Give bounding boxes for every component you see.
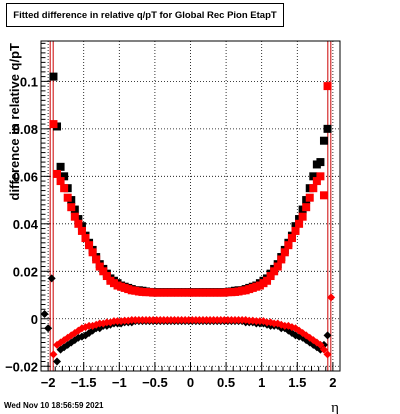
x-tick-label: 0: [187, 375, 194, 390]
data-point-square: [280, 248, 289, 257]
data-point-square: [99, 267, 108, 276]
data-point-diamond: [44, 324, 53, 333]
data-point-square: [49, 120, 58, 129]
x-tick-label: 2: [329, 375, 336, 390]
data-point-square: [323, 124, 332, 133]
data-point-square: [49, 72, 58, 81]
x-tick-label: 1.5: [288, 375, 306, 390]
data-point-diamond: [323, 350, 332, 359]
data-point-diamond: [49, 350, 58, 359]
data-point-square: [74, 219, 83, 228]
y-tick-label: 0.06: [13, 169, 38, 184]
data-point-square: [102, 272, 111, 281]
data-point-square: [63, 193, 72, 202]
data-point-square: [266, 272, 275, 281]
data-point-square: [287, 234, 296, 243]
data-point-square: [309, 184, 318, 193]
data-point-square: [305, 193, 314, 202]
data-point-square: [316, 158, 325, 167]
data-point-diamond: [47, 274, 56, 283]
data-point-square: [53, 169, 62, 178]
timestamp: Wed Nov 10 18:56:59 2021: [4, 401, 104, 410]
data-point-square: [291, 226, 300, 235]
x-tick-label: −2: [41, 375, 56, 390]
x-tick-label: 0.5: [217, 375, 235, 390]
data-point-diamond: [53, 357, 62, 366]
data-point-diamond: [327, 293, 336, 302]
data-point-square: [95, 262, 104, 271]
data-point-square: [298, 212, 307, 221]
data-point-square: [302, 203, 311, 212]
data-point-square: [70, 212, 79, 221]
data-point-square: [263, 276, 272, 285]
y-axis-label: difference in relative q/pT: [7, 43, 22, 201]
data-point-square: [323, 82, 332, 91]
data-point-square: [92, 255, 101, 264]
data-point-square: [277, 255, 286, 264]
data-point-square: [85, 241, 94, 250]
vertical-marker-lines: [49, 41, 332, 371]
x-tick-label: −0.5: [142, 375, 168, 390]
y-tick-label: −0.02: [5, 359, 38, 374]
data-point-square: [88, 248, 97, 257]
data-point-square: [295, 219, 304, 228]
data-point-diamond: [316, 340, 325, 349]
data-point-diamond: [319, 345, 328, 354]
data-point-square: [77, 226, 86, 235]
y-tick-label: 0.08: [13, 122, 38, 137]
data-point-square: [56, 162, 65, 171]
y-tick-label: 0.1: [20, 74, 38, 89]
y-tick-label: 0.04: [13, 217, 39, 232]
y-tick-label: 0: [31, 312, 38, 327]
marker-layer: [40, 72, 336, 366]
data-point-square: [319, 191, 328, 200]
data-point-square: [316, 172, 325, 181]
data-point-square: [319, 136, 328, 145]
chart-title: Fitted difference in relative q/pT for G…: [6, 3, 284, 27]
data-point-square: [60, 184, 69, 193]
y-tick-label: 0.02: [13, 264, 38, 279]
data-point-square: [60, 172, 69, 181]
data-point-square: [273, 262, 282, 271]
data-point-square: [284, 241, 293, 250]
grid-layer: [41, 41, 340, 371]
x-axis-label: η: [331, 400, 339, 414]
data-point-square: [312, 177, 321, 186]
data-point-square: [270, 267, 279, 276]
x-tick-label: −1.5: [71, 375, 97, 390]
data-point-diamond: [323, 331, 332, 340]
data-point-square: [56, 177, 65, 186]
data-point-square: [81, 234, 90, 243]
data-point-square: [309, 172, 318, 181]
axis-layer: −2 −1.5 −1 −0.5 0 0.5 1 1.5 2 −0.02 0 0.02 0.04 0.06 0…: [5, 42, 341, 390]
x-tick-label: 1: [258, 375, 265, 390]
data-point-square: [67, 203, 76, 212]
x-tick-label: −1: [112, 375, 127, 390]
